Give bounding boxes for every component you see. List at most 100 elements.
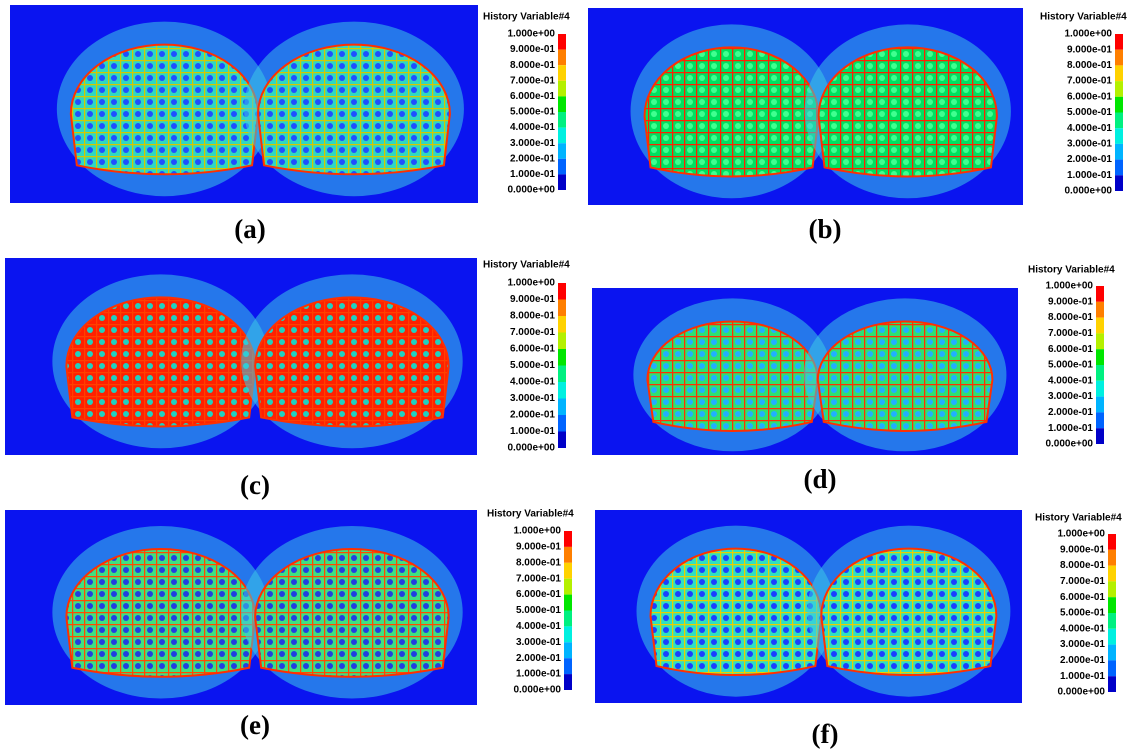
tunnel-dome — [651, 549, 822, 675]
legend-swatch — [1115, 144, 1123, 160]
legend-label: 8.000e-01 — [516, 557, 561, 568]
legend-label: 5.000e-01 — [1067, 107, 1112, 118]
panel-caption: (b) — [809, 214, 842, 244]
legend-swatch — [558, 174, 566, 190]
legend-label: 4.000e-01 — [1060, 623, 1105, 634]
legend-label: 1.000e-01 — [1060, 671, 1105, 682]
legend-swatch — [1108, 550, 1116, 566]
legend-swatch — [1115, 160, 1123, 176]
legend-swatch — [1115, 50, 1123, 66]
legend-label: 8.000e-01 — [1067, 60, 1112, 71]
legend-swatch — [564, 531, 572, 547]
legend-swatch — [1108, 597, 1116, 613]
legend-label: 1.000e+00 — [1045, 281, 1093, 292]
legend-title: History Variable#4 — [1040, 12, 1127, 23]
legend-swatch — [564, 595, 572, 611]
legend-swatch — [1115, 65, 1123, 81]
legend-label: 3.000e-01 — [1048, 391, 1093, 402]
legend-swatch — [1115, 97, 1123, 113]
legend-label: 1.000e-01 — [1067, 170, 1112, 181]
legend-label: 4.000e-01 — [1048, 375, 1093, 386]
legend-label: 3.000e-01 — [510, 393, 555, 404]
legend-swatch — [1108, 629, 1116, 645]
legend-label: 7.000e-01 — [1048, 328, 1093, 339]
legend-swatch — [1108, 613, 1116, 629]
legend-label: 2.000e-01 — [510, 153, 555, 164]
legend-label: 6.000e-01 — [1067, 91, 1112, 102]
legend-swatch — [1096, 381, 1104, 397]
legend-swatch — [558, 366, 566, 383]
tunnel-dome — [66, 549, 255, 677]
legend-label: 5.000e-01 — [510, 107, 555, 118]
legend-title: History Variable#4 — [1035, 513, 1122, 524]
legend-swatch — [564, 674, 572, 690]
legend-label: 5.000e-01 — [516, 605, 561, 616]
legend-label: 0.000e+00 — [513, 685, 561, 696]
legend-label: 7.000e-01 — [1060, 576, 1105, 587]
legend-label: 2.000e-01 — [516, 653, 561, 664]
legend-swatch — [558, 143, 566, 159]
legend-label: 2.000e-01 — [1048, 407, 1093, 418]
legend-label: 5.000e-01 — [1048, 360, 1093, 371]
tunnel-dome — [71, 45, 258, 175]
legend-swatch — [564, 547, 572, 563]
legend-label: 6.000e-01 — [510, 91, 555, 102]
legend-swatch — [558, 65, 566, 81]
legend-label: 6.000e-01 — [516, 589, 561, 600]
legend-label: 7.000e-01 — [510, 75, 555, 86]
legend-swatch — [1096, 365, 1104, 381]
legend-label: 4.000e-01 — [516, 621, 561, 632]
legend-label: 9.000e-01 — [1067, 44, 1112, 55]
legend-label: 0.000e+00 — [507, 185, 555, 196]
legend-label: 3.000e-01 — [510, 138, 555, 149]
legend-swatch — [564, 626, 572, 642]
legend-swatch — [1096, 333, 1104, 349]
legend-swatch — [564, 563, 572, 579]
legend-swatch — [558, 432, 566, 449]
legend-swatch — [1096, 349, 1104, 365]
legend-label: 1.000e-01 — [516, 669, 561, 680]
legend-swatch — [1108, 534, 1116, 550]
legend-swatch — [1115, 34, 1123, 50]
legend-label: 7.000e-01 — [1067, 76, 1112, 87]
legend-swatch — [558, 415, 566, 432]
legend-swatch — [1108, 676, 1116, 692]
legend-label: 0.000e+00 — [507, 443, 555, 454]
legend-label: 7.000e-01 — [516, 573, 561, 584]
tunnel-dome — [818, 321, 993, 430]
legend-label: 1.000e-01 — [510, 169, 555, 180]
legend-swatch — [558, 159, 566, 175]
legend-swatch — [1096, 318, 1104, 334]
legend-label: 7.000e-01 — [510, 327, 555, 338]
tunnel-dome — [645, 47, 819, 176]
legend-label: 8.000e-01 — [510, 60, 555, 71]
legend-label: 9.000e-01 — [510, 294, 555, 305]
legend-label: 9.000e-01 — [510, 44, 555, 55]
tunnel-dome — [255, 549, 449, 677]
legend-swatch — [1115, 128, 1123, 144]
legend-label: 5.000e-01 — [1060, 608, 1105, 619]
legend-swatch — [1096, 397, 1104, 413]
panel-caption: (e) — [240, 710, 270, 740]
legend-label: 9.000e-01 — [1048, 296, 1093, 307]
legend-swatch — [558, 300, 566, 317]
tunnel-dome — [258, 45, 450, 175]
legend-swatch — [1115, 81, 1123, 97]
legend-title: History Variable#4 — [1028, 265, 1115, 276]
legend-swatch — [558, 112, 566, 128]
legend-swatch — [558, 96, 566, 112]
legend-swatch — [1096, 428, 1104, 444]
legend-label: 2.000e-01 — [1067, 154, 1112, 165]
legend-label: 3.000e-01 — [1060, 639, 1105, 650]
legend-label: 9.000e-01 — [1060, 544, 1105, 555]
legend-swatch — [1108, 581, 1116, 597]
legend-label: 1.000e+00 — [507, 278, 555, 289]
legend-swatch — [1115, 113, 1123, 129]
legend-label: 2.000e-01 — [510, 410, 555, 421]
legend-swatch — [1108, 566, 1116, 582]
legend-label: 1.000e-01 — [510, 426, 555, 437]
legend-swatch — [564, 611, 572, 627]
legend-label: 2.000e-01 — [1060, 655, 1105, 666]
legend-swatch — [1096, 286, 1104, 302]
legend-title: History Variable#4 — [483, 12, 570, 23]
